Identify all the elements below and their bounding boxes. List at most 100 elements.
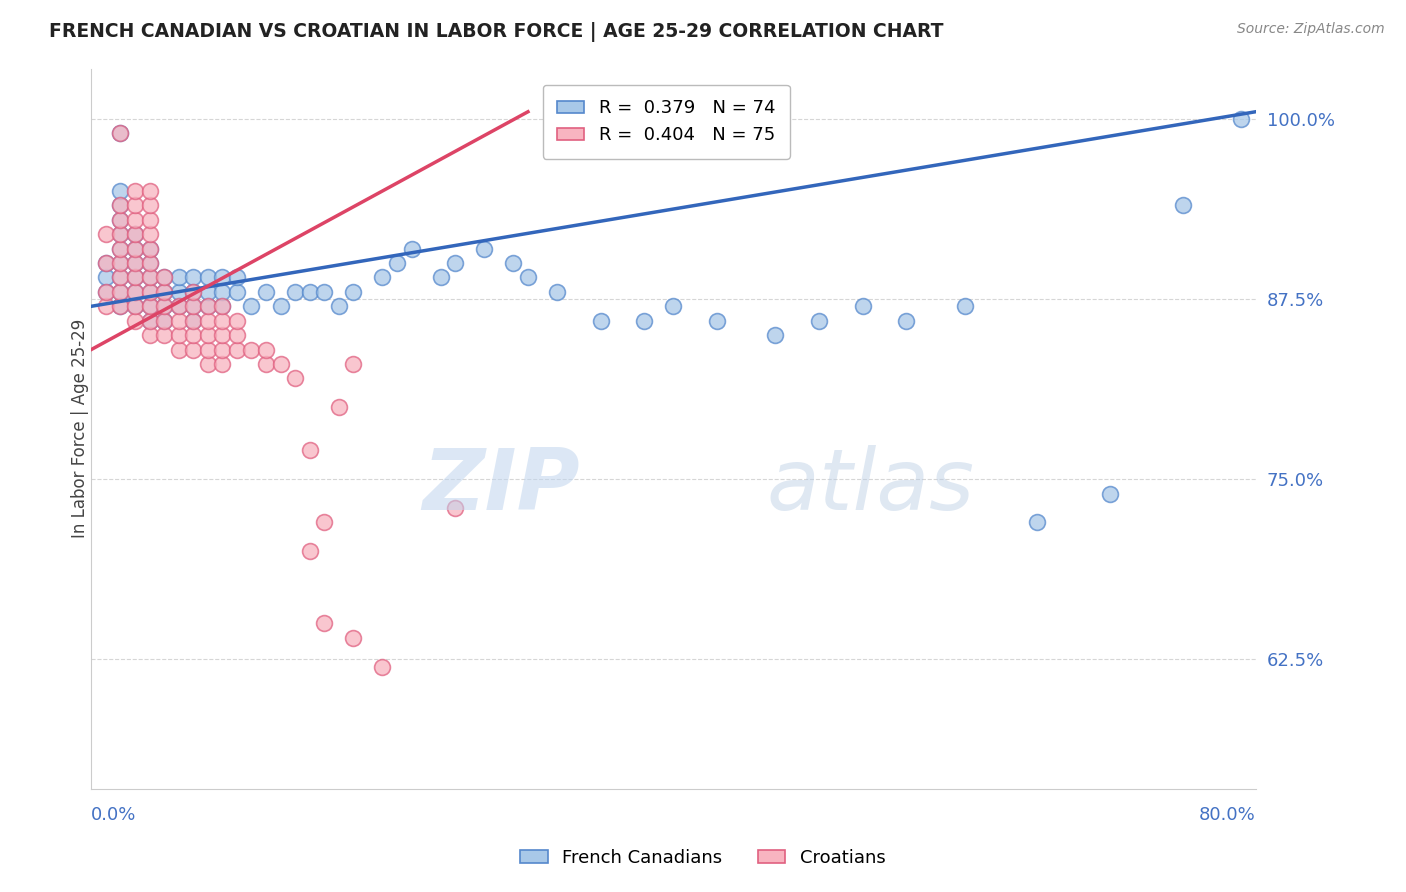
Point <box>138 227 160 242</box>
Point <box>124 242 146 256</box>
Point <box>138 314 160 328</box>
Point <box>110 127 132 141</box>
Point <box>852 299 875 313</box>
Point <box>298 285 321 299</box>
Point <box>953 299 976 313</box>
Point <box>429 270 451 285</box>
Point <box>110 227 132 242</box>
Point <box>110 299 132 313</box>
Point <box>153 285 176 299</box>
Point <box>240 299 263 313</box>
Point <box>385 256 408 270</box>
Point <box>110 270 132 285</box>
Point <box>110 299 132 313</box>
Point <box>124 299 146 313</box>
Point <box>896 314 918 328</box>
Point <box>254 357 277 371</box>
Point <box>94 256 117 270</box>
Point <box>225 328 247 343</box>
Point <box>328 400 350 414</box>
Point <box>138 184 160 198</box>
Text: Source: ZipAtlas.com: Source: ZipAtlas.com <box>1237 22 1385 37</box>
Point <box>110 198 132 212</box>
Point <box>225 343 247 357</box>
Point <box>110 285 132 299</box>
Point <box>502 256 524 270</box>
Point <box>153 314 176 328</box>
Point <box>589 314 612 328</box>
Point <box>94 285 117 299</box>
Point <box>181 343 204 357</box>
Point <box>1171 198 1194 212</box>
Point <box>342 631 364 645</box>
Point <box>633 314 655 328</box>
Point <box>197 299 219 313</box>
Point <box>314 516 336 530</box>
Point <box>153 299 176 313</box>
Point <box>546 285 568 299</box>
Point <box>225 285 247 299</box>
Point <box>138 314 160 328</box>
Text: 0.0%: 0.0% <box>91 806 136 824</box>
Point <box>110 212 132 227</box>
Point <box>110 242 132 256</box>
Point <box>167 299 190 313</box>
Point <box>181 299 204 313</box>
Point <box>138 242 160 256</box>
Point <box>110 285 132 299</box>
Point <box>153 314 176 328</box>
Point <box>138 270 160 285</box>
Point <box>167 343 190 357</box>
Point <box>211 270 233 285</box>
Point <box>153 299 176 313</box>
Point <box>94 227 117 242</box>
Point <box>1099 486 1122 500</box>
Point <box>138 285 160 299</box>
Text: atlas: atlas <box>766 445 974 528</box>
Point <box>211 299 233 313</box>
Point <box>211 314 233 328</box>
Point <box>110 212 132 227</box>
Point <box>314 616 336 631</box>
Point <box>138 299 160 313</box>
Point <box>153 270 176 285</box>
Point <box>342 357 364 371</box>
Point <box>270 357 292 371</box>
Point <box>225 314 247 328</box>
Point <box>138 256 160 270</box>
Point <box>181 285 204 299</box>
Point <box>284 371 307 385</box>
Point <box>763 328 786 343</box>
Point <box>401 242 423 256</box>
Point <box>138 270 160 285</box>
Point <box>110 184 132 198</box>
Point <box>211 328 233 343</box>
Point <box>181 314 204 328</box>
Point <box>181 314 204 328</box>
Point <box>211 285 233 299</box>
Point <box>314 285 336 299</box>
Point <box>110 198 132 212</box>
Point <box>153 270 176 285</box>
Point <box>138 198 160 212</box>
Point <box>94 270 117 285</box>
Point <box>138 212 160 227</box>
Point <box>270 299 292 313</box>
Point <box>444 501 467 516</box>
Point <box>124 198 146 212</box>
Point <box>94 256 117 270</box>
Point <box>197 343 219 357</box>
Point <box>298 443 321 458</box>
Point <box>138 328 160 343</box>
Point <box>138 256 160 270</box>
Point <box>110 227 132 242</box>
Point <box>167 270 190 285</box>
Point <box>167 328 190 343</box>
Point <box>124 314 146 328</box>
Point <box>124 256 146 270</box>
Point <box>211 357 233 371</box>
Point <box>124 184 146 198</box>
Point <box>225 270 247 285</box>
Point <box>153 328 176 343</box>
Point <box>110 256 132 270</box>
